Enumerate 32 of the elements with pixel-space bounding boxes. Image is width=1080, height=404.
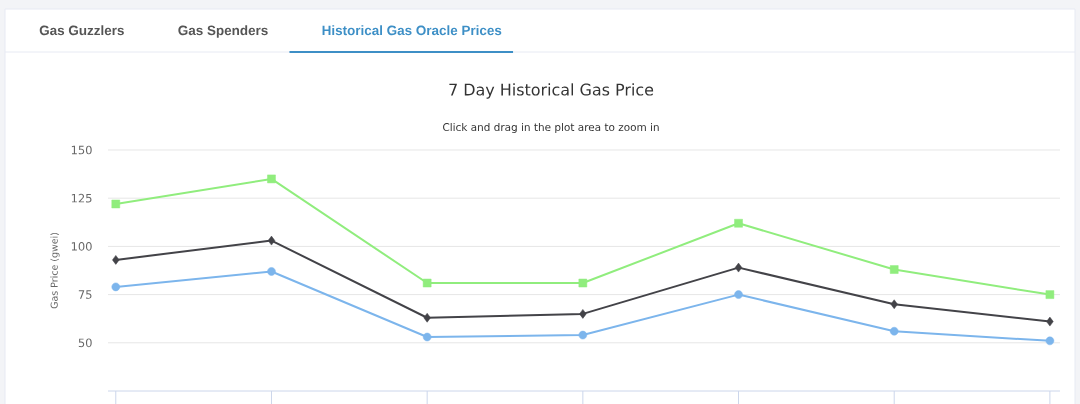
point [111, 199, 121, 209]
point [267, 267, 276, 276]
y-axis-title: Gas Price (gwei) [50, 232, 60, 309]
y-tick-label: 150 [71, 145, 92, 155]
point [578, 278, 588, 288]
point [267, 235, 276, 246]
text: Gas Spenders [178, 25, 268, 38]
point [889, 326, 899, 336]
y-tick-label: 125 [71, 193, 92, 203]
point [579, 309, 587, 319]
point [1045, 290, 1055, 299]
point [111, 282, 121, 292]
chart-subtitle: Click and drag in the plot area to zoom in [443, 122, 659, 134]
point [112, 255, 120, 265]
point [422, 332, 432, 342]
chart-title: 7 Day Historical Gas Price [449, 83, 654, 99]
y-tick-label: 50 [78, 338, 92, 348]
point [267, 174, 276, 184]
point [734, 262, 743, 273]
point [578, 330, 588, 340]
point [890, 299, 898, 309]
text: Gas Guzzlers [39, 25, 124, 36]
point [422, 278, 432, 288]
point [423, 312, 431, 323]
point [734, 219, 743, 228]
y-tick-label: 75 [78, 290, 92, 299]
point [889, 265, 899, 274]
point [1045, 336, 1055, 346]
point [734, 290, 743, 299]
y-tick-label: 100 [71, 242, 92, 251]
point [1046, 316, 1054, 327]
text: Historical Gas Oracle Prices [322, 25, 502, 36]
